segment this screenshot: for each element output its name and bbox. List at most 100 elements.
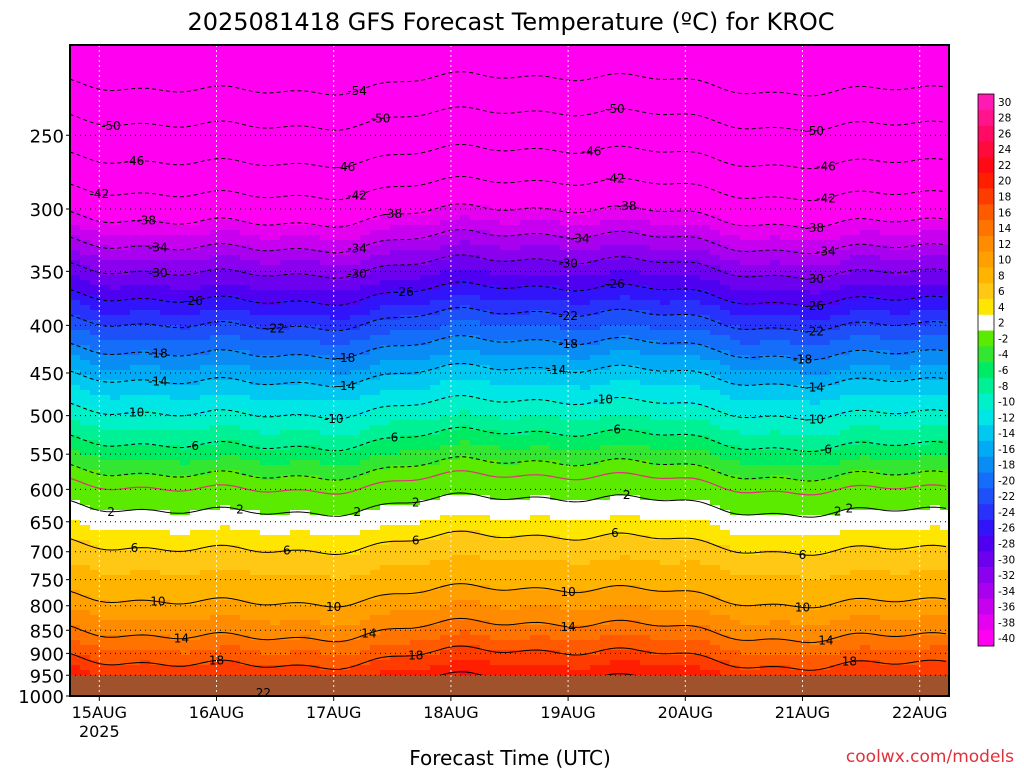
temperature-band-cell [160, 130, 171, 136]
temperature-band-cell [910, 100, 921, 106]
temperature-band-cell [140, 125, 151, 131]
temperature-band-cell [130, 95, 141, 101]
temperature-band-cell [90, 300, 101, 306]
temperature-band-cell [790, 70, 801, 76]
temperature-band-cell [760, 255, 771, 261]
temperature-band-cell [520, 300, 531, 306]
temperature-band-cell [630, 100, 641, 106]
temperature-band-cell [670, 160, 681, 166]
temperature-band-cell [490, 105, 501, 111]
temperature-band-cell [180, 275, 191, 281]
temperature-band-cell [650, 115, 661, 121]
temperature-band-cell [500, 100, 511, 106]
temperature-band-cell [320, 235, 331, 241]
temperature-band-cell [290, 110, 301, 116]
temperature-band-cell [470, 285, 481, 291]
temperature-band-cell [460, 245, 471, 251]
temperature-band-cell [400, 190, 411, 196]
temperature-band-cell [210, 290, 221, 296]
temperature-band-cell [460, 270, 471, 276]
temperature-band-cell [540, 80, 551, 86]
temperature-band-cell [770, 210, 781, 216]
temperature-band-cell [720, 100, 731, 106]
temperature-band-cell [130, 230, 141, 236]
temperature-band-cell [430, 170, 441, 176]
temperature-band-cell [450, 100, 461, 106]
temperature-band-cell [360, 135, 371, 141]
temperature-band-cell [100, 185, 111, 191]
temperature-band-cell [920, 105, 931, 111]
temperature-band-cell [890, 80, 901, 86]
temperature-band-cell [920, 215, 931, 221]
temperature-band-cell [610, 70, 621, 76]
temperature-band-cell [640, 235, 651, 241]
temperature-band-cell [910, 185, 921, 191]
temperature-band-cell [600, 130, 611, 136]
temperature-band-cell [900, 225, 911, 231]
temperature-band-cell [830, 260, 841, 266]
temperature-band-cell [580, 200, 591, 206]
temperature-band-cell [680, 265, 691, 271]
temperature-band-cell [550, 280, 561, 286]
temperature-band-cell [200, 85, 211, 91]
temperature-band-cell [470, 175, 481, 181]
temperature-band-cell [230, 285, 241, 291]
temperature-band-cell [630, 250, 641, 256]
temperature-band-cell [710, 80, 721, 86]
temperature-band-cell [750, 140, 761, 146]
temperature-band-cell [530, 265, 541, 271]
temperature-band-cell [260, 45, 271, 51]
temperature-band-cell [310, 80, 321, 86]
temperature-band-cell [560, 310, 571, 316]
temperature-band-cell [540, 160, 551, 166]
temperature-band-cell [670, 220, 681, 226]
temperature-band-cell [450, 200, 461, 206]
temperature-band-cell [880, 260, 891, 266]
temperature-band-cell [340, 175, 351, 181]
temperature-band-cell [150, 95, 161, 101]
temperature-band-cell [700, 160, 711, 166]
temperature-band-cell [550, 90, 561, 96]
temperature-band-cell [440, 195, 451, 201]
temperature-band-cell [490, 195, 501, 201]
temperature-band-cell [280, 270, 291, 276]
temperature-band-cell [120, 315, 131, 321]
temperature-band-cell [630, 300, 641, 306]
temperature-band-cell [260, 120, 271, 126]
temperature-band-cell [210, 200, 221, 206]
temperature-band-cell [260, 305, 271, 311]
temperature-band-cell [530, 190, 541, 196]
temperature-band-cell [100, 65, 111, 71]
temperature-band-cell [720, 210, 731, 216]
temperature-band-cell [680, 235, 691, 241]
temperature-band-cell [540, 115, 551, 121]
temperature-band-cell [70, 90, 81, 96]
temperature-band-cell [340, 140, 351, 146]
temperature-band-cell [870, 250, 881, 256]
temperature-band-cell [320, 195, 331, 201]
temperature-band-cell [150, 280, 161, 286]
temperature-band-cell [210, 265, 221, 271]
temperature-band-cell [730, 85, 741, 91]
temperature-band-cell [490, 260, 501, 266]
temperature-band-cell [420, 325, 431, 331]
temperature-band-cell [160, 170, 171, 176]
temperature-band-cell [540, 165, 551, 171]
temperature-band-cell [70, 320, 81, 326]
temperature-band-cell [730, 65, 741, 71]
temperature-band-cell [140, 90, 151, 96]
temperature-band-cell [160, 235, 171, 241]
temperature-band-cell [510, 70, 521, 76]
temperature-band-cell [880, 60, 891, 66]
temperature-band-cell [620, 60, 631, 66]
temperature-band-cell [730, 210, 741, 216]
temperature-band-cell [760, 170, 771, 176]
temperature-band-cell [370, 60, 381, 66]
temperature-band-cell [790, 245, 801, 251]
temperature-band-cell [920, 170, 931, 176]
temperature-band-cell [420, 140, 431, 146]
temperature-band-cell [150, 240, 161, 246]
temperature-band-cell [540, 240, 551, 246]
temperature-band-cell [760, 305, 771, 311]
temperature-band-cell [670, 275, 681, 281]
